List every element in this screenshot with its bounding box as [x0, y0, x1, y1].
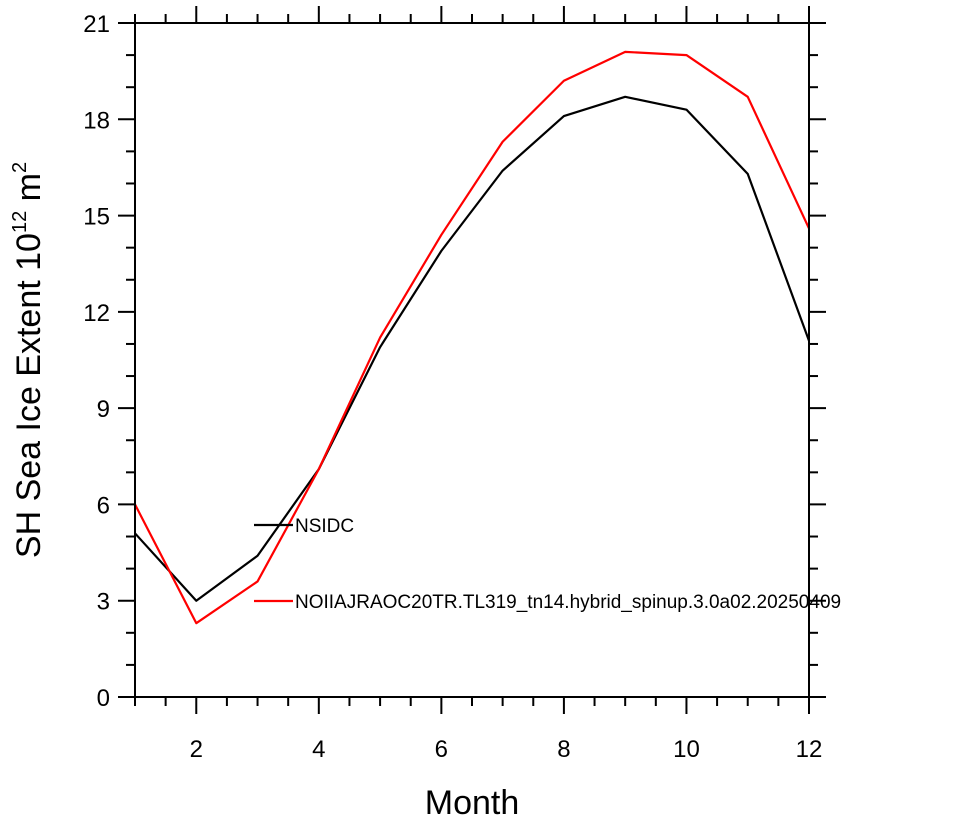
y-axis-title-unit: m: [10, 173, 48, 211]
y-tick-label: 21: [83, 11, 110, 38]
y-axis-title-sup1: 12: [9, 211, 31, 233]
y-tick-label: 3: [97, 589, 110, 616]
y-tick-label: 18: [83, 107, 110, 134]
series-line-1: [134, 50, 810, 625]
x-tick-label: 6: [435, 736, 448, 763]
x-tick-label: 2: [190, 736, 203, 763]
x-tick-label: 8: [557, 736, 570, 763]
y-axis-title: SH Sea Ice Extent 1012 m2: [9, 162, 48, 558]
y-axis-title-sup2: 2: [9, 162, 31, 173]
y-tick-label: 6: [97, 492, 110, 519]
y-tick-label: 12: [83, 300, 110, 327]
x-tick-label: 12: [796, 736, 823, 763]
axis-ticks: [118, 6, 826, 714]
x-axis-title: Month: [425, 784, 520, 822]
legend-label: NSIDC: [295, 516, 354, 537]
y-axis-title-main: SH Sea Ice Extent 10: [10, 233, 48, 558]
y-tick-label: 0: [97, 685, 110, 712]
series-line-0: [134, 95, 811, 602]
legend: NSIDC NOIIAJRAOC20TR.TL319_tn14.hybrid_sp…: [254, 516, 841, 613]
y-tick-label: 9: [97, 396, 110, 423]
x-tick-label: 4: [312, 736, 325, 763]
series-lines: [134, 50, 811, 625]
plot-frame: [134, 22, 810, 698]
legend-label: NOIIAJRAOC20TR.TL319_tn14.hybrid_spinup.…: [295, 592, 841, 613]
x-tick-label: 10: [673, 736, 700, 763]
y-tick-label: 15: [83, 204, 110, 231]
